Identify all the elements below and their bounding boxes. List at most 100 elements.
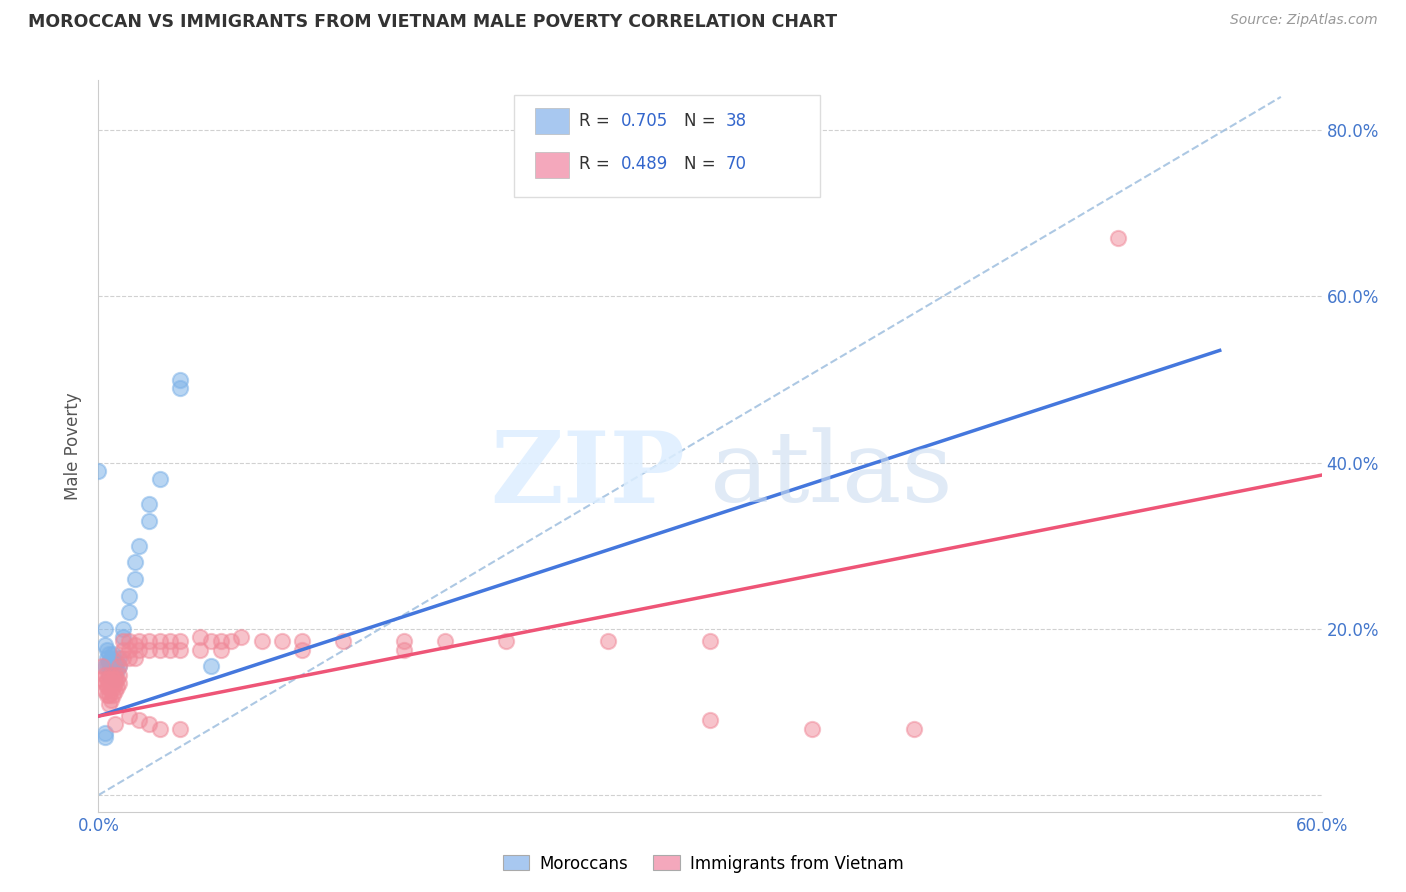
Point [111, 651, 134, 665]
Point [124, 572, 146, 586]
Point [96, 689, 118, 703]
Point [111, 630, 134, 644]
Point [118, 651, 141, 665]
Point [118, 605, 141, 619]
Point [108, 659, 131, 673]
Point [111, 622, 134, 636]
Point [100, 667, 122, 681]
Point [291, 634, 314, 648]
Point [93, 622, 115, 636]
Point [138, 717, 160, 731]
Point [332, 634, 354, 648]
Point [101, 689, 124, 703]
Point [96, 642, 118, 657]
Point [149, 642, 172, 657]
Point [138, 497, 160, 511]
Point [219, 634, 242, 648]
FancyBboxPatch shape [515, 95, 820, 197]
Point [188, 642, 212, 657]
Text: Source: ZipAtlas.com: Source: ZipAtlas.com [1230, 13, 1378, 28]
Point [124, 651, 146, 665]
Point [200, 634, 222, 648]
Point [118, 634, 141, 648]
Point [149, 722, 172, 736]
Point [105, 655, 128, 669]
Point [138, 514, 160, 528]
Point [108, 651, 131, 665]
Text: N =: N = [685, 155, 721, 173]
Point [97, 689, 120, 703]
Point [209, 642, 232, 657]
Point [97, 647, 120, 661]
Point [104, 684, 127, 698]
Point [101, 680, 124, 694]
Point [97, 655, 120, 669]
Point [104, 672, 127, 686]
Text: 0.705: 0.705 [620, 112, 668, 129]
Point [101, 647, 124, 661]
Point [91, 672, 114, 686]
Point [97, 680, 120, 694]
Point [1107, 231, 1129, 245]
Point [188, 630, 212, 644]
FancyBboxPatch shape [536, 108, 569, 134]
Point [93, 730, 115, 744]
Point [97, 672, 120, 686]
Point [93, 659, 115, 673]
Point [128, 642, 150, 657]
Point [104, 655, 127, 669]
Point [270, 634, 294, 648]
Point [128, 539, 150, 553]
Point [100, 676, 122, 690]
Point [100, 692, 122, 706]
Point [200, 659, 222, 673]
Text: 70: 70 [725, 155, 747, 173]
Point [598, 634, 620, 648]
Point [124, 639, 146, 653]
Point [104, 667, 127, 681]
Point [101, 655, 124, 669]
Text: ZIP: ZIP [491, 426, 686, 524]
Point [128, 634, 150, 648]
Y-axis label: Male Poverty: Male Poverty [65, 392, 83, 500]
Text: N =: N = [685, 112, 721, 129]
Point [495, 634, 517, 648]
Point [111, 634, 134, 648]
Point [124, 555, 146, 569]
Point [100, 659, 122, 673]
Point [93, 639, 115, 653]
Point [100, 651, 122, 665]
Point [108, 659, 131, 673]
Text: atlas: atlas [710, 427, 953, 523]
Point [699, 714, 721, 728]
Point [169, 372, 191, 386]
Point [96, 659, 118, 673]
Text: R =: R = [579, 112, 616, 129]
Point [105, 680, 128, 694]
Text: 0.489: 0.489 [620, 155, 668, 173]
Point [101, 664, 124, 678]
Point [118, 642, 141, 657]
Point [104, 717, 127, 731]
Point [97, 659, 120, 673]
Point [108, 676, 131, 690]
Point [801, 722, 824, 736]
Text: 38: 38 [725, 112, 747, 129]
Point [209, 634, 232, 648]
Point [97, 697, 120, 711]
Point [97, 667, 120, 681]
Point [104, 664, 127, 678]
Point [138, 642, 160, 657]
Point [105, 672, 128, 686]
Point [128, 714, 150, 728]
Point [93, 676, 115, 690]
Point [138, 634, 160, 648]
Point [87, 464, 110, 478]
Point [159, 634, 181, 648]
Point [392, 642, 416, 657]
Point [96, 680, 118, 694]
Point [91, 659, 114, 673]
Point [105, 664, 128, 678]
Point [169, 642, 191, 657]
Point [149, 472, 172, 486]
